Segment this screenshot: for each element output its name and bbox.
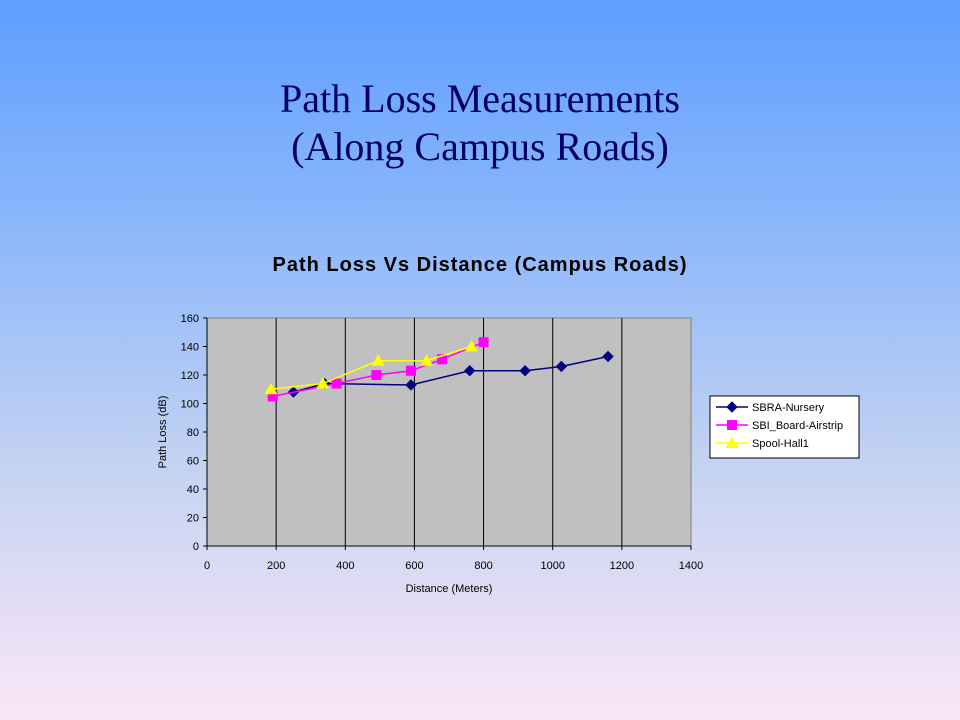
- data-point-triangle: [465, 339, 478, 352]
- series-triangle: [264, 339, 478, 395]
- data-point-diamond: [464, 365, 476, 377]
- y-axis-label: Path Loss (dB): [157, 396, 169, 469]
- data-point-diamond: [519, 365, 531, 377]
- series-layer: [264, 337, 614, 402]
- data-point-triangle: [420, 354, 433, 366]
- slide-title: Path Loss Measurements (Along Campus Roa…: [0, 75, 960, 171]
- y-tick-label: 60: [187, 456, 199, 468]
- legend-label: SBI_Board-Airstrip: [752, 420, 843, 432]
- plot-area: [206, 317, 692, 547]
- y-tick-label: 80: [187, 427, 199, 439]
- y-tick-label: 160: [181, 313, 199, 325]
- y-tick-label: 140: [181, 342, 199, 354]
- data-point-square: [478, 337, 489, 348]
- legend-label: SBRA-Nursery: [752, 402, 825, 414]
- data-point-square: [331, 378, 342, 389]
- chart-title: Path Loss Vs Distance (Campus Roads): [272, 254, 688, 276]
- y-tick-label: 40: [187, 484, 199, 496]
- x-tick-label: 1000: [540, 560, 564, 572]
- data-point-triangle: [264, 382, 278, 395]
- data-point-triangle: [725, 436, 739, 448]
- data-point-square: [437, 354, 448, 365]
- legend: SBRA-Nursery SBI_Board-Airstrip Spool-Hall…: [709, 395, 860, 459]
- data-point-diamond: [726, 401, 738, 413]
- data-point-square: [727, 420, 737, 430]
- legend-item: SBRA-Nursery: [716, 401, 825, 414]
- data-point-square: [405, 365, 416, 376]
- x-axis-label: Distance (Meters): [406, 583, 493, 595]
- x-tick-label: 400: [336, 560, 354, 572]
- data-point-diamond: [555, 360, 568, 373]
- data-point-diamond: [405, 379, 417, 391]
- x-tick-label: 1200: [610, 560, 634, 572]
- x-tick-label: 0: [204, 560, 210, 572]
- data-point-diamond: [602, 350, 614, 363]
- legend-label: Spool-Hall1: [752, 438, 809, 450]
- axes: [203, 317, 692, 550]
- x-tick-label: 1400: [679, 560, 703, 572]
- slide-title-line-2: (Along Campus Roads): [291, 124, 669, 169]
- x-tick-label: 600: [405, 560, 423, 572]
- x-tick-label: 800: [474, 560, 492, 572]
- slide-title-line-1: Path Loss Measurements: [280, 76, 680, 121]
- data-point-triangle: [371, 354, 385, 366]
- y-tick-label: 120: [181, 370, 199, 382]
- grid-lines: [275, 318, 623, 546]
- legend-item: Spool-Hall1: [716, 436, 809, 450]
- y-tick-label: 20: [187, 513, 199, 525]
- tick-labels: 0 200 400 600 800 1000 1200 1400 0 20 40 60 80 100 120…: [181, 313, 704, 572]
- y-tick-label: 100: [181, 399, 199, 411]
- data-point-triangle: [316, 377, 330, 389]
- data-point-square: [371, 370, 382, 380]
- y-tick-label: 0: [193, 541, 199, 553]
- legend-item: SBI_Board-Airstrip: [716, 420, 843, 432]
- x-tick-label: 200: [267, 560, 285, 572]
